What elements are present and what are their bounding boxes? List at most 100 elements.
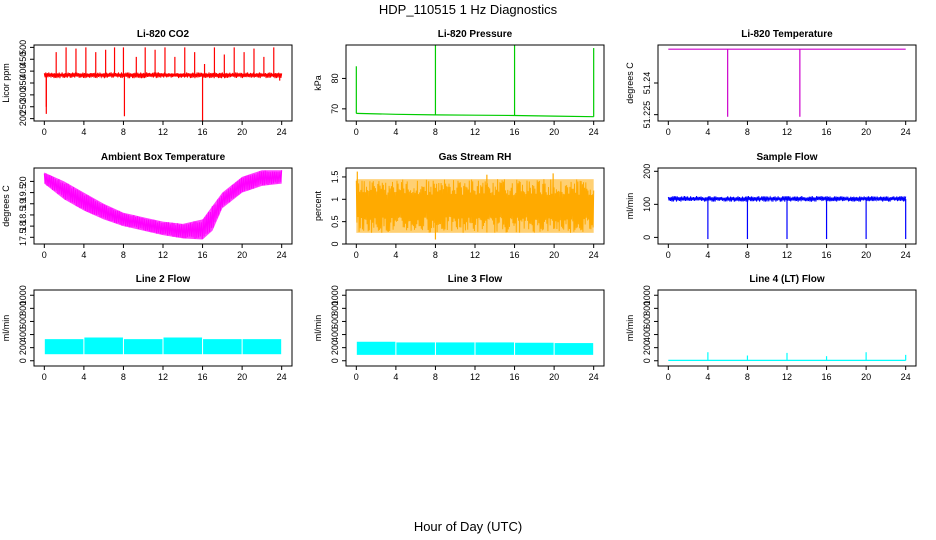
panel-title: Li-820 Temperature <box>741 29 833 40</box>
x-tick-label: 8 <box>121 127 126 137</box>
y-tick-label: 1.5 <box>330 171 340 184</box>
x-tick-label: 16 <box>822 250 832 260</box>
x-tick-label: 8 <box>433 127 438 137</box>
panel-title: Line 2 Flow <box>136 274 191 285</box>
x-tick-label: 0 <box>354 250 359 260</box>
x-tick-label: 24 <box>277 250 287 260</box>
x-tick-label: 24 <box>589 127 599 137</box>
x-tick-label: 20 <box>237 250 247 260</box>
y-tick-label: 80 <box>330 73 340 83</box>
panel-title: Ambient Box Temperature <box>101 152 226 163</box>
x-tick-label: 24 <box>277 372 287 382</box>
x-tick-label: 16 <box>198 127 208 137</box>
y-tick-label: 250 <box>18 99 28 114</box>
panel-8: Line 3 Flow ml/min 0 4 8 12 16 20 24 0 20040060080… <box>313 274 605 382</box>
panel-4: Ambient Box Temperature degrees C 0 4 8 12 16 2… <box>1 152 293 260</box>
data-layer <box>356 341 594 355</box>
panel-title: Li-820 Pressure <box>438 29 513 40</box>
y-tick-label: 1000 <box>330 285 340 305</box>
panel-1: Li-820 CO2 Licor ppm 0 4 8 12 16 20 24 2002503003… <box>1 29 293 137</box>
x-tick-label: 16 <box>822 372 832 382</box>
x-tick-label: 0 <box>354 372 359 382</box>
x-tick-label: 0 <box>666 250 671 260</box>
series-segment <box>435 342 475 355</box>
plot-frame <box>657 44 917 122</box>
panel-6: Sample Flow ml/min 0 4 8 12 16 20 24 0 100 200 <box>625 152 917 260</box>
x-tick-label: 12 <box>782 250 792 260</box>
x-tick-label: 12 <box>470 372 480 382</box>
series-segment <box>203 339 242 355</box>
x-tick-label: 8 <box>433 250 438 260</box>
y-tick-label: 400 <box>642 327 652 342</box>
series-segment <box>242 339 282 355</box>
x-tick-label: 20 <box>237 372 247 382</box>
data-layer <box>355 171 595 240</box>
x-tick-label: 0 <box>42 372 47 382</box>
y-tick-label: 19.5 <box>18 184 28 202</box>
data-layer <box>668 48 906 117</box>
x-tick-label: 12 <box>782 372 792 382</box>
panel-title: Sample Flow <box>756 152 817 163</box>
series-segment <box>554 343 594 355</box>
x-tick-label: 24 <box>589 250 599 260</box>
panel-2: Li-820 Pressure kPa 0 4 8 12 16 20 24 70 80 <box>313 29 605 137</box>
x-tick-label: 24 <box>901 372 911 382</box>
y-tick-label: 200 <box>642 340 652 355</box>
x-tick-label: 8 <box>121 250 126 260</box>
x-tick-label: 16 <box>510 372 520 382</box>
x-tick-label: 0 <box>666 372 671 382</box>
y-tick-label: 100 <box>642 197 652 212</box>
plot-frame <box>345 44 605 122</box>
x-tick-label: 20 <box>549 372 559 382</box>
panel-5: Gas Stream RH percent 0 4 8 12 16 20 24 0 0.5 1 1.5 <box>313 152 605 260</box>
plot-frame <box>33 289 293 367</box>
panel-9: Line 4 (LT) Flow ml/min 0 4 8 12 16 20 24 0 200400… <box>625 274 917 382</box>
series-segment <box>396 342 435 355</box>
y-axis-label: Licor ppm <box>1 63 11 103</box>
x-tick-label: 12 <box>158 250 168 260</box>
y-axis-label: ml/min <box>1 315 11 342</box>
y-tick-label: 200 <box>330 340 340 355</box>
y-axis-label: ml/min <box>625 315 635 342</box>
y-tick-label: 70 <box>330 104 340 114</box>
y-tick-label: 350 <box>18 75 28 90</box>
y-tick-label: 800 <box>330 301 340 316</box>
y-tick-label: 18.5 <box>18 206 28 224</box>
x-tick-label: 0 <box>42 250 47 260</box>
y-tick-label: 400 <box>330 327 340 342</box>
series-fill <box>356 179 594 233</box>
x-tick-label: 20 <box>549 127 559 137</box>
series-segment <box>356 341 396 355</box>
y-tick-label: 0 <box>330 358 340 363</box>
x-tick-label: 12 <box>470 127 480 137</box>
x-tick-label: 20 <box>237 127 247 137</box>
x-tick-label: 12 <box>158 127 168 137</box>
y-tick-label: 51.225 <box>642 101 652 129</box>
y-tick-label: 600 <box>330 314 340 329</box>
x-tick-label: 12 <box>470 250 480 260</box>
y-tick-label: 300 <box>18 87 28 102</box>
x-tick-label: 4 <box>393 372 398 382</box>
y-tick-label: 400 <box>18 327 28 342</box>
y-tick-label: 500 <box>18 40 28 55</box>
series-segment <box>163 337 203 355</box>
panel-3: Li-820 Temperature degrees C 0 4 8 12 16 20 24 51… <box>625 29 917 137</box>
x-tick-label: 20 <box>861 250 871 260</box>
data-layer <box>355 45 595 118</box>
y-axis-label: percent <box>313 190 323 221</box>
panel-title: Line 3 Flow <box>448 274 503 285</box>
y-axis-label: degrees C <box>625 62 635 104</box>
y-tick-label: 400 <box>18 64 28 79</box>
figure-xlabel: Hour of Day (UTC) <box>414 519 522 534</box>
x-tick-label: 20 <box>861 127 871 137</box>
figure-suptitle: HDP_110515 1 Hz Diagnostics <box>379 2 558 17</box>
x-tick-label: 4 <box>393 250 398 260</box>
x-tick-label: 24 <box>901 250 911 260</box>
x-tick-label: 8 <box>745 250 750 260</box>
x-tick-label: 16 <box>198 250 208 260</box>
y-tick-label: 600 <box>642 314 652 329</box>
y-tick-label: 18 <box>18 221 28 231</box>
x-tick-label: 16 <box>510 127 520 137</box>
panel-title: Line 4 (LT) Flow <box>749 274 825 285</box>
